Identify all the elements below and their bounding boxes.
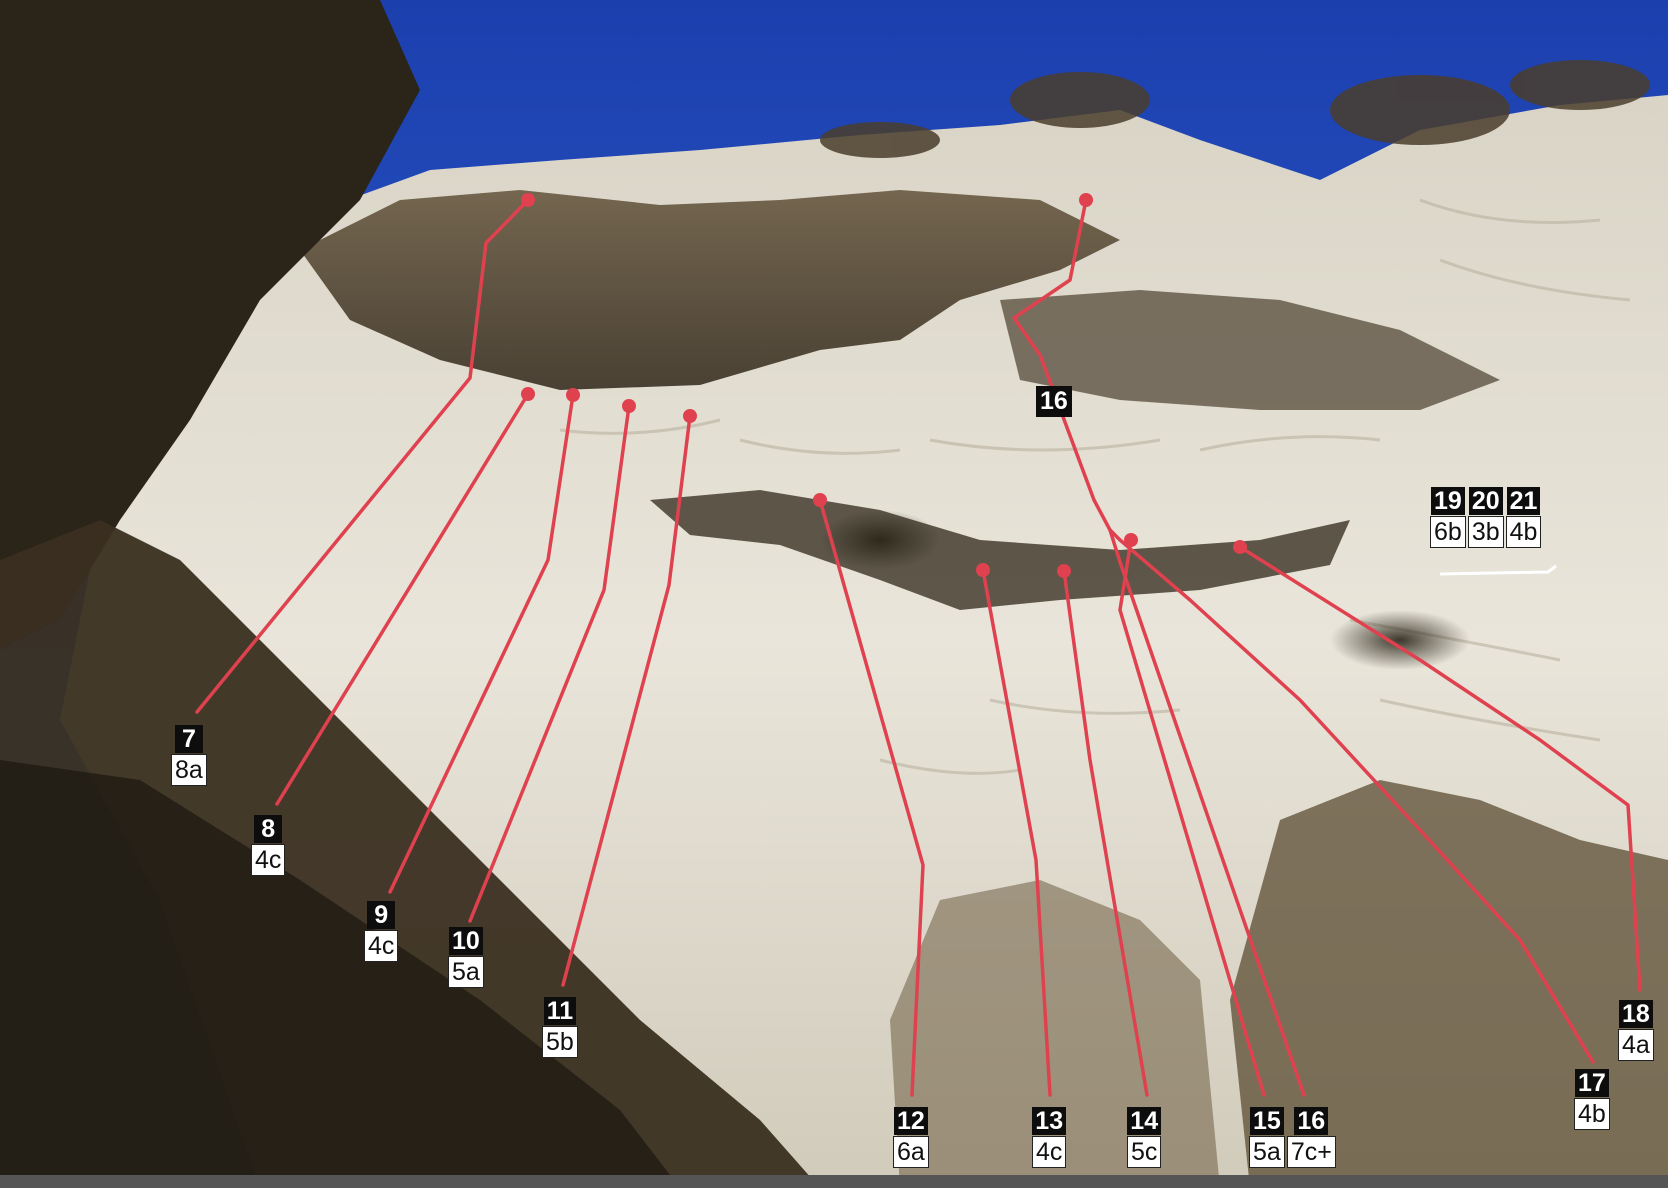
route-label-17: 17 4b <box>1574 1069 1610 1130</box>
route-label-group-19-21: 19 6b 20 3b 21 4b <box>1430 487 1542 548</box>
route-number: 15 <box>1250 1107 1284 1135</box>
route-label-pair-15-16: 15 5a 16 7c+ <box>1249 1107 1336 1168</box>
route-number: 10 <box>449 927 483 955</box>
route-label-11: 11 5b <box>542 997 578 1058</box>
route-grade: 4c <box>364 930 399 962</box>
bushes-right <box>1230 780 1668 1188</box>
route-number: 12 <box>894 1107 928 1135</box>
route-line-7 <box>195 198 530 714</box>
ground <box>0 1175 1668 1188</box>
route-anchor-16 <box>1079 193 1093 207</box>
shadow-pocket <box>1330 610 1470 670</box>
route-grade: 5c <box>1127 1136 1162 1168</box>
route-grade: 4a <box>1618 1029 1654 1061</box>
route-line-18 <box>1238 545 1642 992</box>
route-line-14 <box>1062 569 1149 1097</box>
route-label-20: 20 3b <box>1467 487 1504 548</box>
route-grade: 4c <box>251 844 286 876</box>
route-label-18: 18 4a <box>1618 1000 1654 1061</box>
route-line-13 <box>981 568 1052 1097</box>
shadow-pocket <box>820 510 940 570</box>
route-line-15 <box>1118 538 1266 1097</box>
forest-bottom-shade <box>0 760 680 1188</box>
route-line-10 <box>468 404 631 923</box>
upper-roof-right <box>1000 290 1500 410</box>
route-label-7: 7 8a <box>171 725 207 786</box>
route-number: 11 <box>543 997 577 1025</box>
route-line-12 <box>818 498 925 1097</box>
route-label-12: 12 6a <box>893 1107 929 1168</box>
route-grade: 5a <box>1249 1136 1285 1168</box>
route-line-17 <box>1108 528 1595 1064</box>
route-number: 16 <box>1294 1107 1329 1135</box>
route-anchor-18 <box>1233 540 1247 554</box>
route-number: 19 <box>1431 487 1465 515</box>
route-anchor-14 <box>1057 564 1071 578</box>
route-number: 8 <box>254 815 283 843</box>
upper-roof <box>300 190 1120 390</box>
route-label-8: 8 4c <box>251 815 286 876</box>
route-anchor-7 <box>521 193 535 207</box>
route-grade: 4c <box>1032 1136 1067 1168</box>
route-grade: 8a <box>171 754 207 786</box>
route-grade: 4b <box>1505 516 1542 548</box>
route-number: 7 <box>174 725 203 753</box>
route-label-9: 9 4c <box>364 901 399 962</box>
route-grade: 7c+ <box>1286 1136 1336 1168</box>
route-number: 16 <box>1036 386 1072 417</box>
route-marker-16: 16 <box>1036 386 1072 417</box>
route-anchor-12 <box>813 493 827 507</box>
route-label-10: 10 5a <box>448 927 484 988</box>
route-label-13: 13 4c <box>1032 1107 1067 1168</box>
route-label-19: 19 6b <box>1430 487 1466 548</box>
route-anchor-13 <box>976 563 990 577</box>
route-line-8 <box>275 392 530 806</box>
route-label-16: 16 7c+ <box>1286 1107 1336 1168</box>
route-anchor-11 <box>683 409 697 423</box>
route-grade: 5a <box>448 956 484 988</box>
route-anchor-8 <box>521 387 535 401</box>
route-grade: 6a <box>893 1136 929 1168</box>
ridge-trees <box>820 60 1650 158</box>
route-grade: 4b <box>1574 1098 1610 1130</box>
route-grade: 5b <box>542 1026 578 1058</box>
route-number: 20 <box>1468 487 1503 515</box>
route-number: 13 <box>1032 1107 1067 1135</box>
forest-left <box>0 0 420 650</box>
route-line-9 <box>388 393 575 894</box>
route-label-14: 14 5c <box>1127 1107 1162 1168</box>
route-grade: 3b <box>1467 516 1504 548</box>
route-line-11 <box>561 414 692 987</box>
route-number: 18 <box>1619 1000 1653 1028</box>
route-grade: 6b <box>1430 516 1466 548</box>
route-label-21: 21 4b <box>1505 487 1542 548</box>
route-line-16 <box>1012 198 1306 1097</box>
route-anchor-15 <box>1124 533 1138 547</box>
traverse-bracket <box>1439 564 1557 576</box>
route-number: 14 <box>1127 1107 1162 1135</box>
route-number: 17 <box>1575 1069 1609 1097</box>
route-number: 9 <box>367 901 396 929</box>
route-number: 21 <box>1506 487 1541 515</box>
route-label-15: 15 5a <box>1249 1107 1285 1168</box>
route-anchor-9 <box>566 388 580 402</box>
route-anchor-10 <box>622 399 636 413</box>
